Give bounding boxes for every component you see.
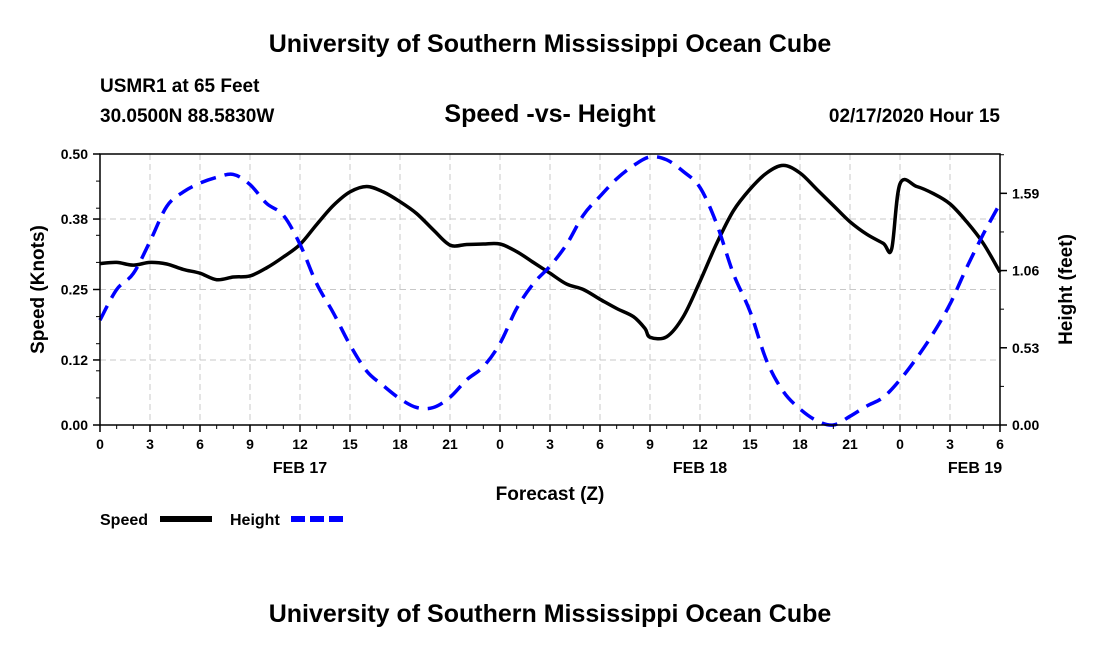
x-tick-label: 3 [146,436,154,452]
y-left-axis-title: Speed (Knots) [28,225,49,354]
footer-title: University of Southern Mississippi Ocean… [268,600,832,628]
legend-label-height: Height [230,512,280,529]
x-tick-label: 6 [196,436,204,452]
y-left-tick-label: 0.25 [61,282,88,298]
x-tick-label: 3 [946,436,954,452]
legend: Speed Height [100,512,343,529]
y-right-tick-label: 1.06 [1012,263,1039,279]
date-label: FEB 19 [948,460,1002,477]
station-label: USMR1 at 65 Feet [100,76,260,97]
series-lines [98,154,1002,427]
x-tick-label: 0 [496,436,504,452]
date-label: FEB 17 [273,460,327,477]
x-tick-label: 6 [596,436,604,452]
height-series-line [98,154,1002,427]
x-tick-label: 18 [792,436,808,452]
axis-labels: 0 3 6 9 12 15 18 21 0 3 6 9 12 15 18 21 0 3 6 FEB 17 FEB 18 F… [28,146,1077,505]
x-tick-label: 21 [842,436,858,452]
x-tick-label: 12 [292,436,308,452]
x-tick-label: 12 [692,436,708,452]
y-left-tick-label: 0.12 [61,352,88,368]
y-left-tick-label: 0.50 [61,146,88,162]
y-right-axis-title: Height (feet) [1056,234,1077,345]
chart-subtitle: Speed -vs- Height [444,100,656,128]
x-tick-label: 18 [392,436,408,452]
y-right-tick-label: 0.53 [1012,340,1039,356]
x-tick-label: 15 [342,436,358,452]
grid-lines [100,154,1000,425]
axis-ticks [93,153,1007,432]
x-tick-label: 0 [896,436,904,452]
forecast-timestamp: 02/17/2020 Hour 15 [828,106,1000,127]
x-tick-label: 6 [996,436,1004,452]
y-right-tick-label: 1.59 [1012,185,1039,201]
main-title: University of Southern Mississippi Ocean… [268,30,832,58]
x-tick-label: 21 [442,436,458,452]
x-tick-label: 0 [96,436,104,452]
x-tick-label: 15 [742,436,758,452]
coordinates-label: 30.0500N 88.5830W [100,106,275,127]
x-tick-label: 3 [546,436,554,452]
y-left-tick-label: 0.38 [61,211,88,227]
date-label: FEB 18 [673,460,727,477]
x-tick-label: 9 [646,436,654,452]
x-tick-label: 9 [246,436,254,452]
speed-series-line [99,163,1002,341]
y-left-tick-label: 0.00 [61,417,88,433]
x-axis-title: Forecast (Z) [496,484,605,505]
y-right-tick-label: 0.00 [1012,417,1039,433]
legend-label-speed: Speed [100,512,148,529]
